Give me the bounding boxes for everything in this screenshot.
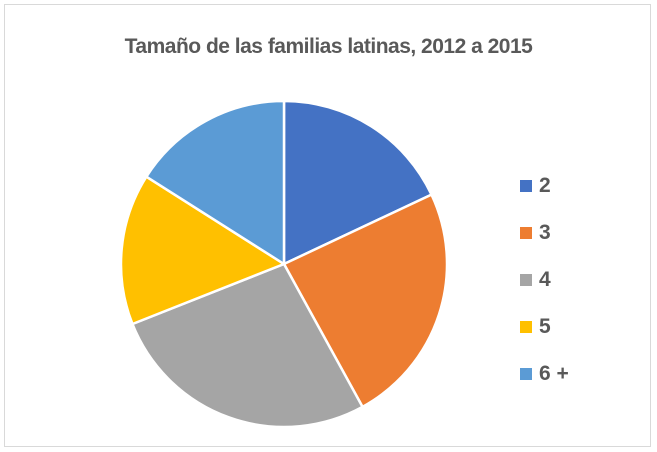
legend-label: 6 + bbox=[539, 361, 569, 385]
chart-title: Tamaño de las familias latinas, 2012 a 2… bbox=[124, 35, 533, 58]
legend-swatch bbox=[520, 179, 532, 192]
legend-label: 2 bbox=[539, 173, 551, 197]
pie-slice-6 bbox=[145, 99, 286, 266]
legend-label: 4 bbox=[539, 267, 551, 291]
legend-label: 3 bbox=[539, 220, 551, 244]
legend-item: 3 bbox=[520, 209, 569, 256]
legend-item: 5 bbox=[520, 303, 569, 350]
legend-label: 5 bbox=[539, 314, 551, 338]
legend-swatch bbox=[520, 367, 532, 380]
legend-item: 4 bbox=[520, 256, 569, 303]
pie-slice-4 bbox=[131, 262, 364, 429]
legend: 2 3 4 5 6 + bbox=[520, 162, 569, 397]
pie-slice-3 bbox=[282, 193, 449, 409]
pie-slice-2 bbox=[282, 99, 433, 266]
legend-swatch bbox=[520, 273, 532, 286]
pie-slice-5 bbox=[119, 175, 286, 326]
legend-swatch bbox=[520, 226, 532, 239]
legend-item: 2 bbox=[520, 162, 569, 209]
legend-swatch bbox=[520, 320, 532, 333]
legend-item: 6 + bbox=[520, 350, 569, 397]
